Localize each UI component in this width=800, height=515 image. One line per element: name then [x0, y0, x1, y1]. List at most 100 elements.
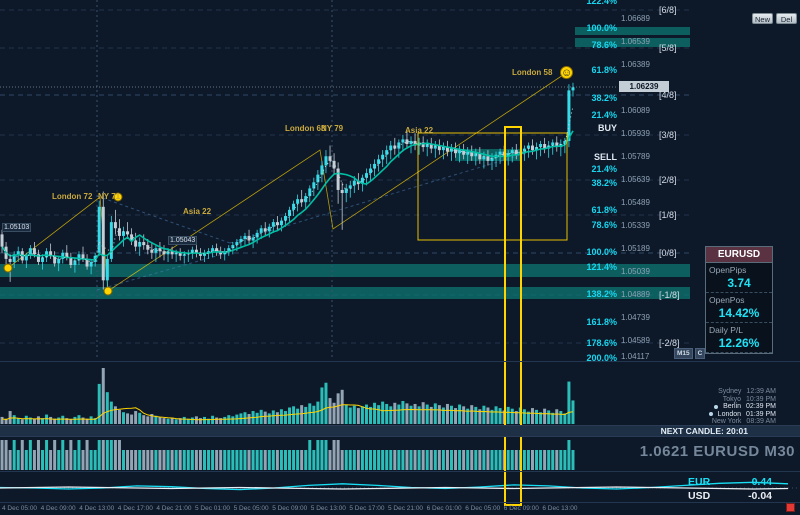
volume-bar	[194, 416, 198, 424]
ribbon-bar	[312, 450, 316, 470]
candle-body	[142, 242, 146, 246]
ribbon-bar	[308, 440, 312, 470]
price-axis-label: 1.05489	[621, 198, 650, 207]
candle-body	[215, 248, 219, 252]
candle-body	[393, 145, 397, 149]
time-axis-label: 5 Dec 01:00	[195, 505, 231, 512]
supply-demand-band	[575, 27, 690, 35]
candle-body	[470, 151, 474, 157]
volume-bar	[437, 405, 441, 424]
volume-bar	[555, 409, 559, 424]
ribbon-bar	[389, 450, 393, 470]
gann-box[interactable]	[417, 132, 568, 241]
ribbon-bar	[190, 450, 194, 470]
candle-body	[506, 153, 510, 157]
candle-body	[32, 248, 36, 255]
candle-body	[316, 174, 320, 183]
ribbon-bar	[328, 450, 332, 470]
ribbon-bar	[377, 450, 381, 470]
candle-body	[182, 254, 186, 256]
zigzag-line	[7, 72, 567, 292]
candle-body	[348, 185, 352, 189]
volume-bar	[207, 418, 211, 424]
ribbon-bar	[247, 450, 251, 470]
panel-separator	[0, 502, 800, 503]
volume-bar	[89, 416, 93, 424]
candle-body	[134, 240, 138, 247]
time-axis-label: 5 Dec 21:00	[388, 505, 424, 512]
candle-body	[202, 252, 206, 256]
candle-body	[279, 220, 283, 226]
ribbon-bar	[296, 450, 300, 470]
volume-bar	[255, 412, 259, 424]
time-axis-label: 5 Dec 05:00	[233, 505, 269, 512]
volume-bar	[45, 414, 49, 424]
candle-body	[247, 235, 251, 241]
price-axis-label: 1.05939	[621, 129, 650, 138]
candle-body	[462, 150, 466, 155]
fib-level-label: 122.4%	[586, 0, 617, 6]
volume-bar	[288, 407, 292, 424]
delete-order-button[interactable]: Del	[776, 13, 797, 24]
account-info-panel[interactable]: EURUSD OpenPips 3.74 OpenPos 14.42% Dail…	[705, 246, 773, 354]
openpos-value: 14.42%	[706, 305, 772, 323]
ribbon-bar	[316, 440, 320, 470]
ribbon-bar	[283, 450, 287, 470]
panel-separator	[0, 361, 800, 362]
fib-level-label: 38.2%	[591, 93, 617, 103]
ribbon-bar	[530, 450, 534, 470]
candle-body	[300, 199, 304, 203]
price-axis-label: 1.05339	[621, 221, 650, 230]
ribbon-bar	[510, 450, 514, 470]
ribbon-bar	[385, 450, 389, 470]
candle-body	[227, 248, 231, 252]
active-session-dot	[714, 404, 719, 409]
candle-body	[283, 216, 287, 221]
volume-bar	[142, 415, 146, 424]
price-axis-label: 1.06389	[621, 60, 650, 69]
murrey-level-label: [2/8]	[659, 175, 677, 185]
volume-bar	[101, 368, 105, 424]
candle-body	[352, 180, 356, 186]
volume-bar	[174, 419, 178, 424]
volume-bar	[510, 408, 514, 424]
volume-bar	[150, 413, 154, 424]
volume-bar	[292, 406, 296, 424]
candle-body	[425, 144, 429, 148]
volume-bar	[93, 418, 97, 424]
ribbon-bar	[211, 450, 215, 470]
volume-bar	[352, 405, 356, 424]
ribbon-bar	[178, 450, 182, 470]
highlight-rectangle[interactable]	[504, 126, 522, 506]
ribbon-bar	[198, 450, 202, 470]
murrey-level-label: [5/8]	[659, 43, 677, 53]
candle-body	[328, 156, 332, 161]
candle-body	[207, 251, 211, 253]
time-axis-label: 6 Dec 09:00	[503, 505, 539, 512]
candle-body	[61, 252, 65, 259]
candle-body	[364, 173, 368, 178]
candle-body	[288, 209, 292, 216]
time-axis-label: 5 Dec 09:00	[272, 505, 308, 512]
fib-level-label: 21.4%	[591, 110, 617, 120]
ribbon-bar	[170, 450, 174, 470]
new-order-button[interactable]: New	[752, 13, 773, 24]
ribbon-bar	[356, 450, 360, 470]
volume-bar	[202, 416, 206, 424]
timeframe-badge[interactable]: M15 C	[674, 348, 706, 359]
candle-body	[373, 163, 377, 169]
candle-body	[105, 258, 109, 281]
openpips-label: OpenPips	[709, 265, 747, 275]
candle-body	[320, 165, 324, 175]
candle-body	[539, 144, 543, 148]
volume-bar	[283, 411, 287, 424]
volume-bar	[304, 406, 308, 424]
supply-demand-band	[0, 264, 690, 277]
fib-level-label: 121.4%	[586, 262, 617, 272]
ribbon-bar	[138, 450, 142, 470]
candle-body	[510, 150, 514, 154]
volume-bar	[247, 413, 251, 424]
ribbon-bar	[486, 450, 490, 470]
volume-bar	[154, 415, 158, 424]
